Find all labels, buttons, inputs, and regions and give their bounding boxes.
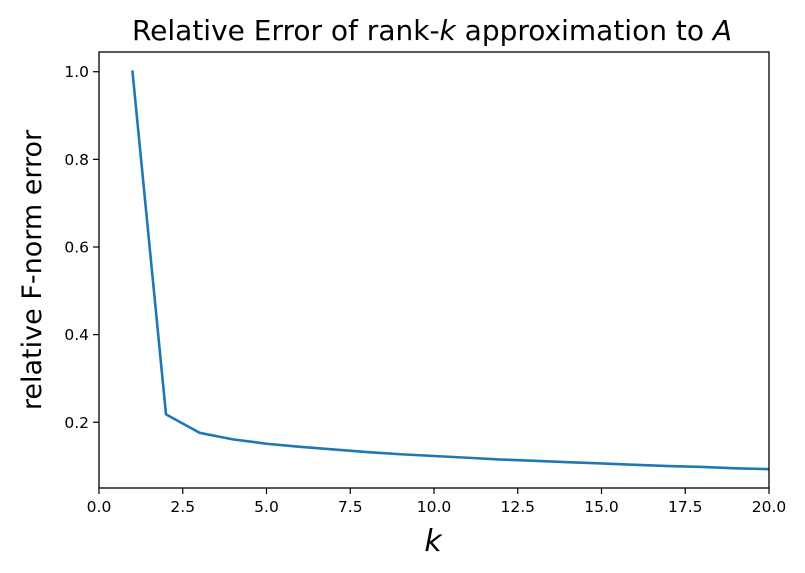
x-tick-label-2: 5.0 xyxy=(254,498,279,516)
y-tick-label-2: 0.6 xyxy=(64,238,89,256)
x-tick-label-8: 20.0 xyxy=(752,498,787,516)
x-tick-label-5: 12.5 xyxy=(500,498,535,516)
x-axis-label: k xyxy=(424,524,443,559)
x-tick-label-6: 15.0 xyxy=(584,498,619,516)
y-tick-label-0: 0.2 xyxy=(64,414,89,432)
chart-title: Relative Error of rank-k approximation t… xyxy=(132,14,732,47)
plot-area: 0.0 2.5 5.0 7.5 10.0 12.5 15.0 17.5 20.0 0.2 0.4 0.… xyxy=(64,51,787,516)
y-axis-label: relative F-norm error xyxy=(17,129,48,410)
x-tick-label-0: 0.0 xyxy=(87,498,112,516)
y-tick-label-4: 1.0 xyxy=(64,63,89,81)
axes-frame xyxy=(98,51,770,489)
y-tick-label-1: 0.4 xyxy=(64,326,89,344)
series-line-0 xyxy=(131,70,769,471)
x-tick-label-4: 10.0 xyxy=(417,498,452,516)
x-tick-label-3: 7.5 xyxy=(338,498,363,516)
x-tick-label-1: 2.5 xyxy=(170,498,195,516)
x-tick-label-7: 17.5 xyxy=(668,498,703,516)
y-tick-label-3: 0.8 xyxy=(64,151,89,169)
